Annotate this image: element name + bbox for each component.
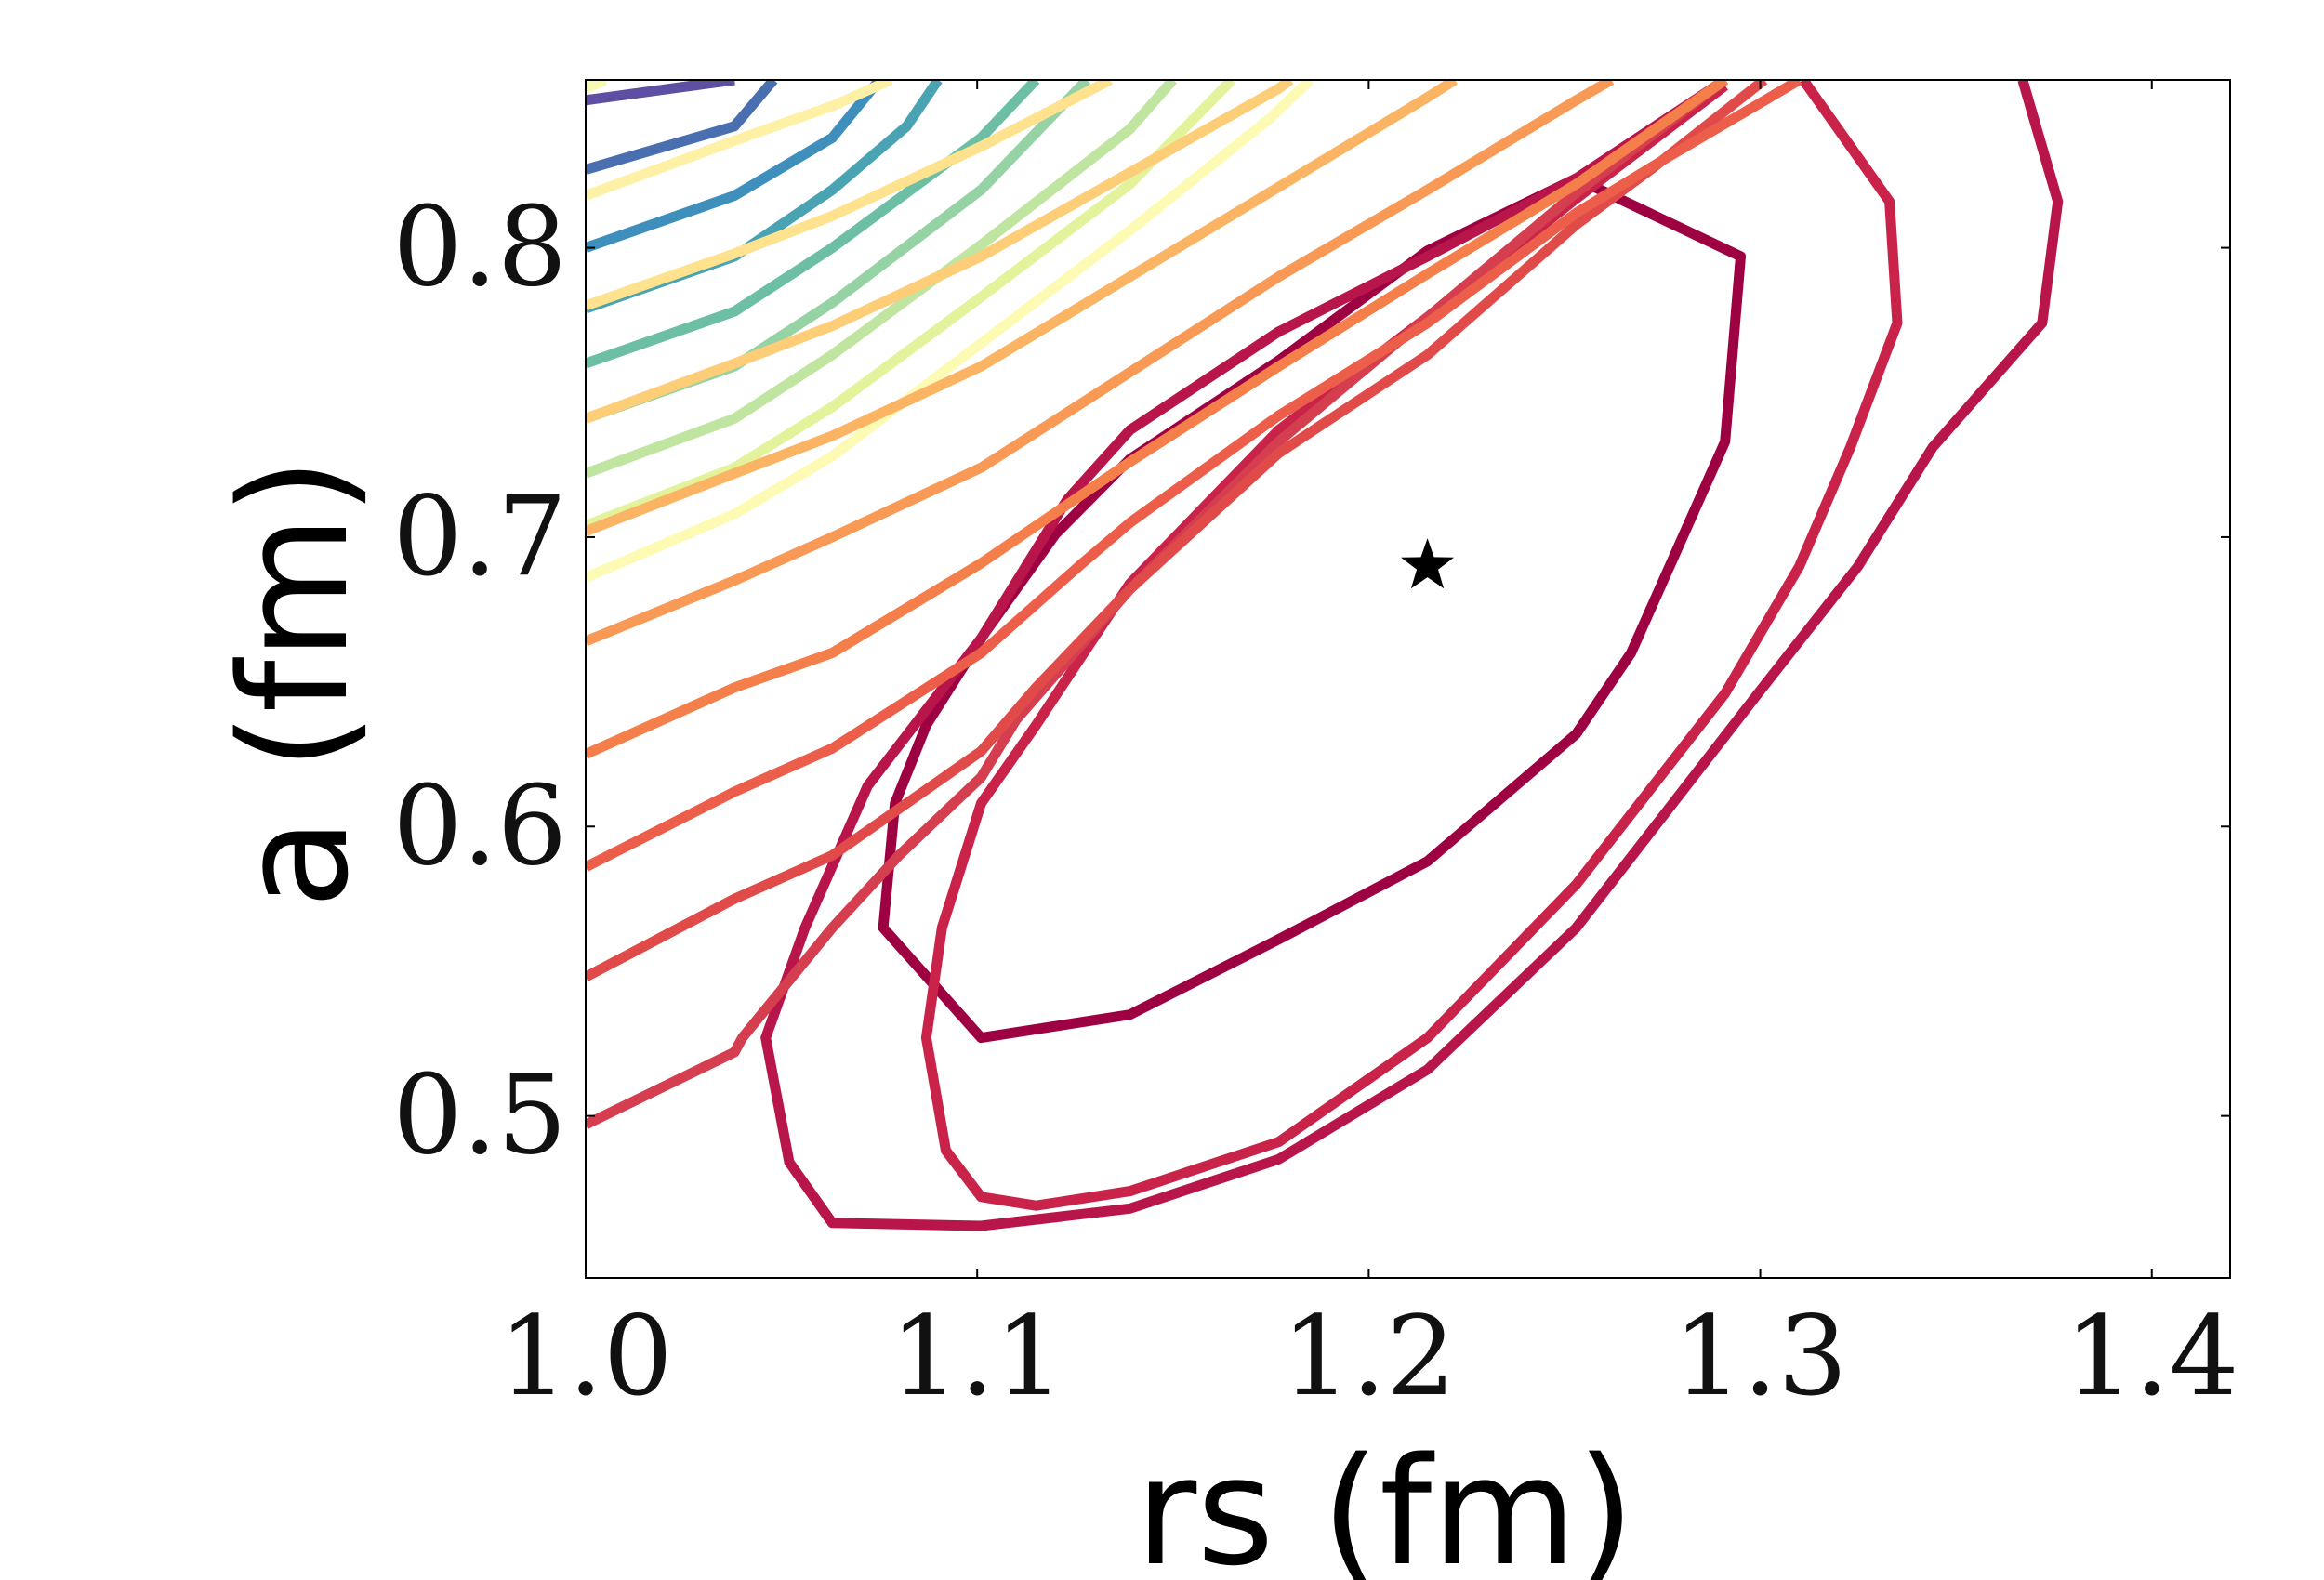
x-tick-label: 1.0 — [498, 1292, 673, 1420]
contour-line-upper-5 — [586, 80, 1040, 369]
contour-line-13 — [586, 80, 608, 94]
contour-line-3 — [920, 80, 1903, 1211]
contour-line-5 — [586, 80, 1768, 982]
contour-line-12 — [586, 80, 893, 201]
contour-line-upper-2 — [586, 80, 778, 175]
axis-ticks: 1.0 1.1 1.2 1.3 1.4 0.5 0.6 0.7 0.8 — [392, 80, 2239, 1420]
y-tick-label: 0.8 — [392, 183, 567, 311]
y-tick-label: 0.6 — [392, 761, 567, 889]
contour-line-4 — [586, 80, 1729, 1129]
optimum-star-marker — [1401, 538, 1455, 589]
contour-line-6 — [586, 80, 1802, 872]
y-axis-label: a (fm) — [207, 457, 381, 909]
y-tick-label: 0.5 — [392, 1051, 567, 1179]
x-tick-label: 1.2 — [1282, 1292, 1457, 1420]
plot-frame — [585, 79, 2231, 1279]
contour-line-7 — [586, 80, 1728, 759]
optimum-marker-group — [1401, 538, 1455, 589]
contour-line-10 — [586, 80, 1294, 424]
x-axis-label: rs (fm) — [1135, 1425, 1634, 1580]
x-tick-label: 1.3 — [1673, 1292, 1848, 1420]
contour-line-upper-1 — [586, 80, 735, 106]
contour-line-11 — [586, 80, 1113, 311]
contour-lines — [586, 80, 2064, 1231]
x-tick-label: 1.4 — [2065, 1292, 2239, 1420]
contour-line-upper-7 — [586, 80, 1177, 479]
contour-line-9 — [586, 80, 1458, 536]
contour-line-upper-9 — [586, 80, 1314, 583]
contour-line-upper-3 — [586, 80, 884, 253]
contour-line-8 — [586, 80, 1615, 647]
contour-line-2 — [760, 80, 2064, 1231]
x-tick-label: 1.1 — [890, 1292, 1064, 1420]
y-tick-label: 0.7 — [392, 472, 567, 600]
